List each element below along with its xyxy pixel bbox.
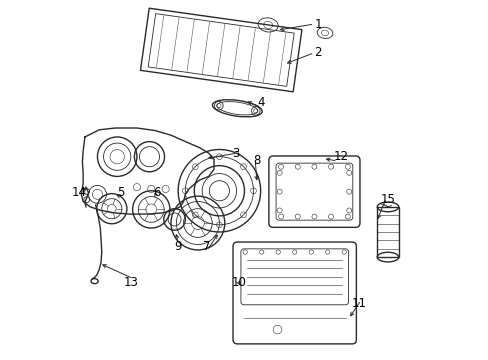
Text: 4: 4	[256, 96, 264, 109]
Text: 6: 6	[153, 186, 160, 199]
Text: 15: 15	[380, 193, 395, 206]
Text: 5: 5	[117, 186, 124, 199]
Text: 3: 3	[231, 147, 239, 159]
Text: 12: 12	[333, 150, 348, 163]
Text: 10: 10	[231, 276, 246, 289]
Text: 7: 7	[203, 240, 210, 253]
Text: 1: 1	[314, 18, 321, 31]
Text: 9: 9	[174, 240, 182, 253]
Text: 2: 2	[314, 46, 321, 59]
Text: 11: 11	[351, 297, 366, 310]
Bar	[376, 207, 398, 257]
Text: 8: 8	[253, 154, 260, 167]
Text: 13: 13	[124, 276, 139, 289]
Text: 14: 14	[72, 186, 87, 199]
